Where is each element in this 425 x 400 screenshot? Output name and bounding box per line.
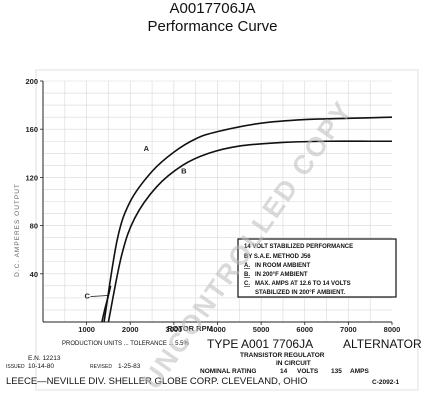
- x-tick-label: 6000: [296, 325, 313, 334]
- en-number: E.N. 12213: [28, 355, 61, 362]
- production-note: PRODUCTION UNITS ... TOLERANCE ... 5.5%: [62, 341, 189, 347]
- x-tick-label: 4000: [209, 325, 226, 334]
- y-axis-label: D.C. AMPERES OUTPUT: [14, 183, 21, 277]
- amps-label: AMPS: [350, 368, 369, 375]
- x-tick-label: 7000: [340, 325, 357, 334]
- footer-block: PRODUCTION UNITS ... TOLERANCE ... 5.5% …: [6, 337, 422, 387]
- series-line-a: [103, 116, 393, 323]
- revised-label: REVISED: [90, 364, 112, 370]
- curve-label-a: A: [144, 144, 150, 153]
- legend-frame: [237, 238, 397, 298]
- page-title: A0017706JA: [169, 0, 256, 17]
- legend-key-c: C.: [244, 281, 250, 287]
- type-line: TYPE A001 7706JA: [207, 337, 313, 351]
- transistor-label: TRANSISTOR REGULATOR: [240, 352, 325, 359]
- issued-date: 10-14-80: [28, 363, 54, 370]
- x-tick-label: 2000: [122, 325, 139, 334]
- alternator-label: ALTERNATOR: [343, 337, 422, 351]
- in-circuit-label: IN CIRCUIT: [276, 360, 311, 367]
- x-tick-labels: 1000 2000 3000 4000 5000 6000 7000 8000: [78, 322, 400, 334]
- y-tick-label: 160: [25, 125, 38, 134]
- y-tick-label: 120: [25, 173, 38, 182]
- nominal-rating-label: NOMINAL RATING: [200, 368, 256, 375]
- sheet-border: [35, 69, 419, 391]
- legend-line-1: 14 VOLT STABILIZED PERFORMANCE: [244, 244, 353, 250]
- volts-value: 14: [280, 368, 288, 375]
- company-line: LEECE—NEVILLE DIV. SHELLER GLOBE CORP. C…: [6, 376, 307, 387]
- y-tick-labels: 40 80 120 160 200: [25, 77, 43, 279]
- legend-key-b: B.: [244, 272, 250, 278]
- issued-label: ISSUED: [6, 364, 25, 370]
- legend-key-a: A.: [244, 263, 250, 269]
- y-tick-label: 40: [30, 270, 38, 279]
- legend-line-6: STABILIZED IN 200°F AMBIENT.: [255, 290, 345, 296]
- volts-label: VOLTS: [297, 368, 319, 375]
- x-axis-label: ROTOR RPM: [167, 324, 213, 333]
- x-tick-label: 8000: [384, 325, 401, 334]
- x-tick-label: 1000: [78, 325, 95, 334]
- legend-line-4: IN 200°F AMBIENT: [255, 272, 308, 278]
- y-tick-label: 80: [30, 222, 38, 231]
- page-subtitle: Performance Curve: [147, 18, 278, 35]
- legend-line-5: MAX. AMPS AT 12.6 TO 14 VOLTS: [255, 281, 351, 287]
- legend-box: 14 VOLT STABILIZED PERFORMANCE BY S.A.E.…: [237, 238, 397, 298]
- curve-label-c: C: [84, 291, 90, 300]
- amps-value: 135: [331, 368, 342, 375]
- series-line-c: [101, 285, 112, 323]
- series-lines: [101, 116, 393, 323]
- revised-date: 1-25-83: [118, 363, 141, 370]
- curve-label-leader: [90, 295, 109, 297]
- x-tick-label: 3000: [166, 325, 183, 334]
- curve-labels: A B C: [84, 144, 187, 300]
- legend-line-3: IN ROOM AMBIENT: [255, 263, 310, 269]
- y-tick-label: 200: [25, 77, 38, 86]
- drawing-number: C-2092-1: [372, 379, 399, 386]
- legend-line-2: BY S.A.E. METHOD J56: [244, 254, 311, 260]
- x-tick-label: 5000: [253, 325, 270, 334]
- series-line-b: [107, 140, 392, 323]
- curve-label-b: B: [181, 166, 187, 175]
